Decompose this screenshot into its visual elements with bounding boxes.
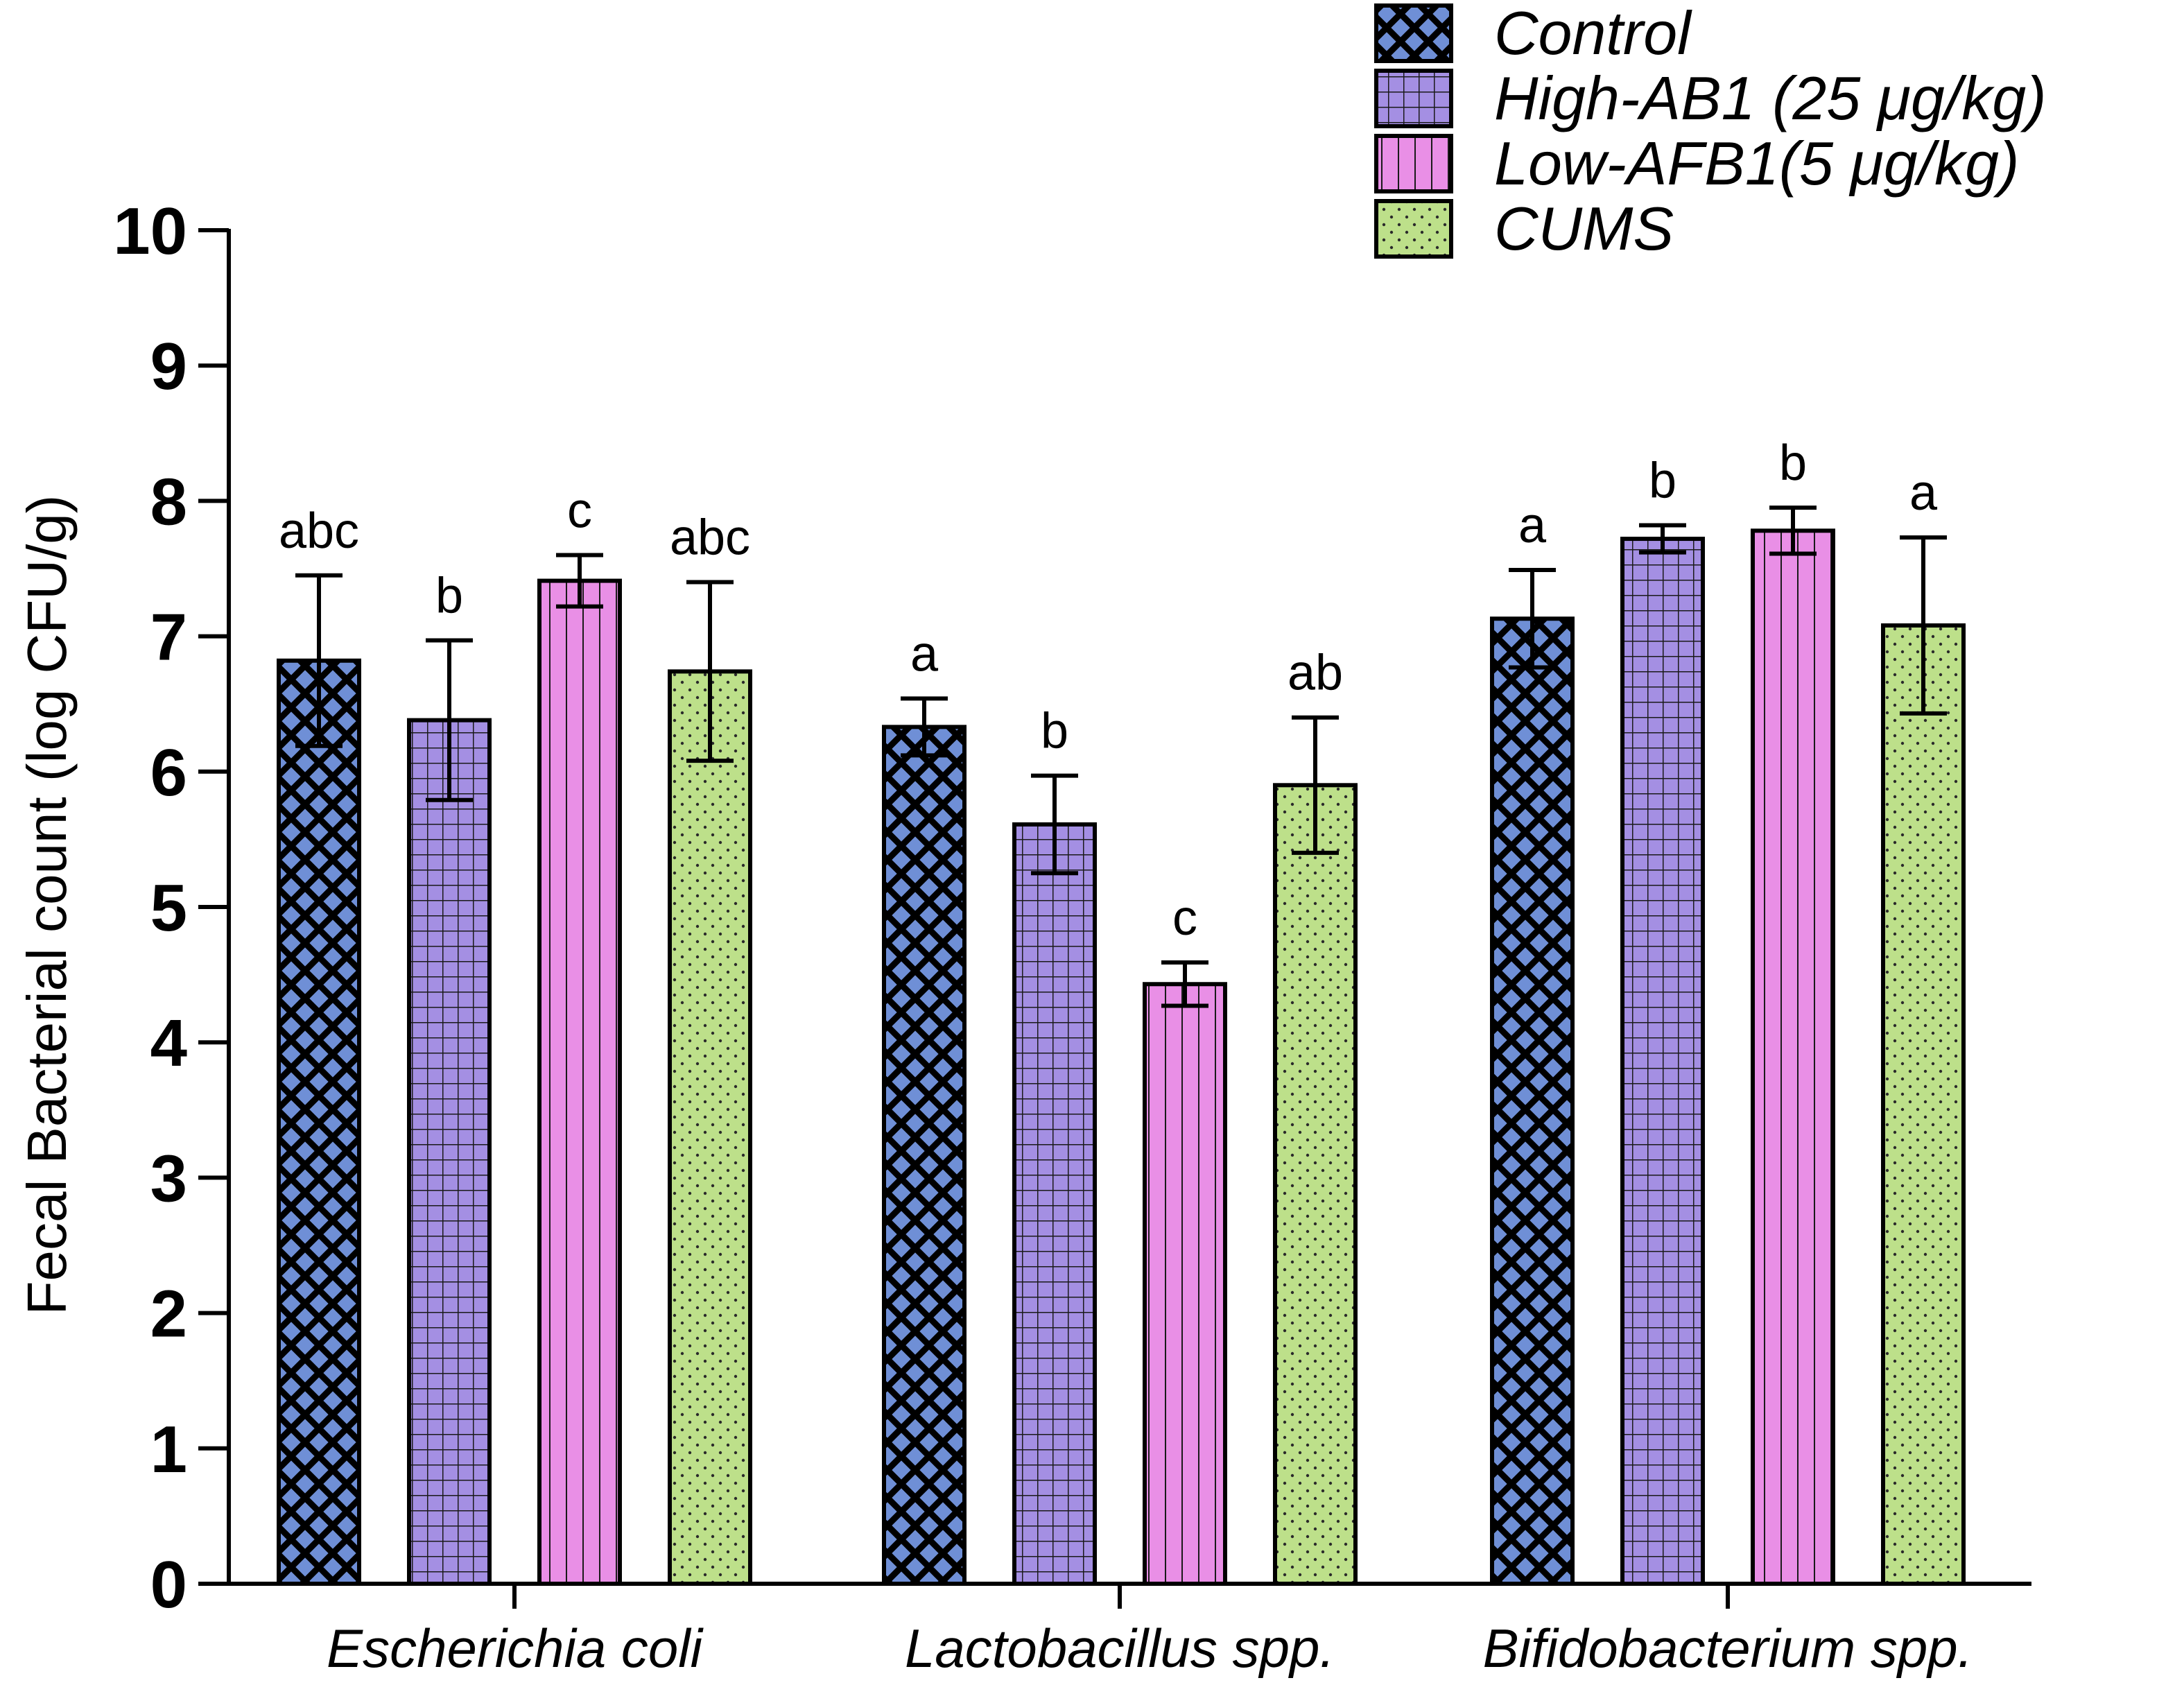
- error-bar: [556, 553, 603, 609]
- legend-swatch: [1374, 69, 1453, 128]
- bar: [1273, 783, 1358, 1586]
- significance-label: b: [1649, 453, 1676, 509]
- error-bar: [426, 638, 473, 802]
- legend-label: CUMS: [1494, 194, 1674, 263]
- y-tick-label: 7: [150, 600, 187, 675]
- legend-item: CUMS: [1374, 194, 1674, 263]
- legend-item: Low-AFB1(5 μg/kg): [1374, 129, 2019, 198]
- legend-swatch: [1374, 3, 1453, 63]
- y-tick-label: 3: [150, 1141, 187, 1216]
- category-label: Escherichia coli: [327, 1618, 704, 1679]
- error-bar: [1769, 505, 1817, 556]
- significance-label: a: [1518, 498, 1547, 553]
- y-tick-label: 4: [150, 1006, 187, 1080]
- y-tick-label: 2: [150, 1277, 187, 1351]
- error-bar: [1292, 715, 1339, 855]
- significance-label: c: [1172, 890, 1197, 946]
- bar: [1012, 822, 1097, 1586]
- legend-swatch: [1374, 134, 1453, 193]
- significance-label: b: [1041, 704, 1068, 759]
- significance-label: ab: [1288, 646, 1343, 701]
- bar: [277, 658, 361, 1587]
- bar: [882, 725, 967, 1586]
- y-axis-label: Fecal Bacterial count (log CFU/g): [16, 495, 78, 1315]
- error-bar: [1639, 523, 1686, 555]
- bar: [1620, 537, 1705, 1586]
- error-bar: [1900, 535, 1947, 716]
- significance-label: abc: [279, 503, 359, 559]
- error-bar: [1509, 567, 1556, 670]
- y-tick-label: 0: [150, 1548, 187, 1622]
- y-tick-label: 8: [150, 465, 187, 539]
- significance-label: b: [435, 568, 463, 623]
- legend-item: Control: [1374, 0, 1692, 67]
- error-bar: [686, 580, 734, 763]
- legend-label: Low-AFB1(5 μg/kg): [1494, 129, 2019, 198]
- y-tick-label: 6: [150, 736, 187, 810]
- significance-label: a: [910, 626, 939, 682]
- error-bar: [295, 573, 343, 748]
- bar: [668, 669, 752, 1586]
- bar: [1490, 616, 1575, 1586]
- significance-label: abc: [670, 510, 750, 566]
- bar: [537, 578, 622, 1586]
- category-label: Lactobacillus spp.: [905, 1618, 1335, 1679]
- bar: [1751, 528, 1835, 1586]
- bar: [407, 718, 492, 1586]
- y-tick-label: 9: [150, 329, 187, 404]
- error-bar: [901, 696, 948, 758]
- legend-swatch: [1374, 199, 1453, 259]
- legend-item: High-AB1 (25 μg/kg): [1374, 64, 2047, 132]
- legend-label: Control: [1494, 0, 1692, 67]
- y-tick-label: 10: [113, 194, 187, 268]
- legend-label: High-AB1 (25 μg/kg): [1494, 64, 2047, 132]
- error-bar: [1161, 960, 1208, 1008]
- significance-label: b: [1779, 435, 1807, 491]
- y-tick-label: 5: [150, 871, 187, 945]
- bar: [1143, 982, 1227, 1587]
- significance-label: a: [1909, 465, 1938, 521]
- error-bar: [1031, 773, 1078, 876]
- bar: [1881, 623, 1966, 1586]
- y-tick-label: 1: [150, 1412, 187, 1487]
- significance-label: c: [567, 483, 592, 538]
- category-label: Bifidobacterium spp.: [1483, 1618, 1973, 1679]
